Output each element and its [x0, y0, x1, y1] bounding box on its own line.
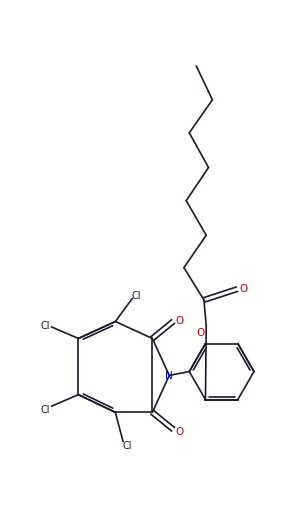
Text: Cl: Cl — [122, 441, 132, 450]
Text: O: O — [239, 283, 247, 293]
Text: O: O — [175, 315, 183, 325]
Text: N: N — [166, 371, 173, 381]
Text: Cl: Cl — [132, 290, 141, 300]
Text: O: O — [196, 327, 204, 337]
Text: Cl: Cl — [41, 320, 50, 330]
Text: O: O — [175, 426, 183, 436]
Text: Cl: Cl — [41, 403, 50, 414]
